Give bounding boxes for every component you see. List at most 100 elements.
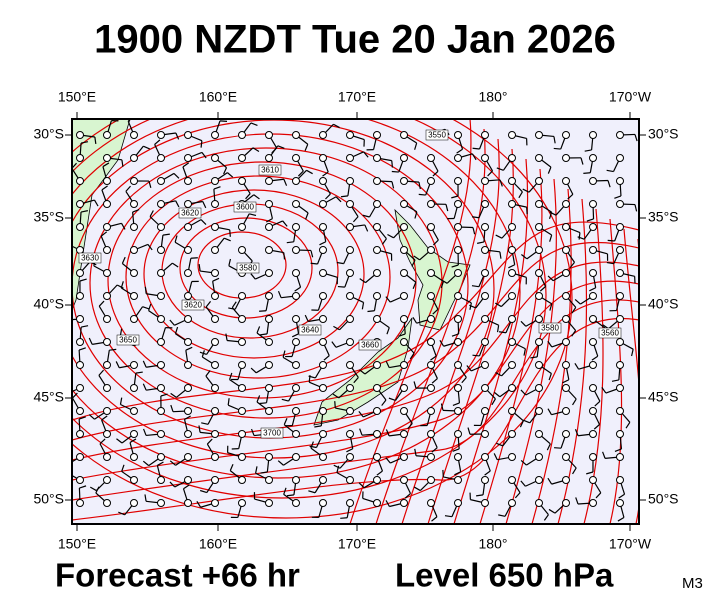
barb-feather [385, 429, 390, 437]
barb-station [211, 499, 219, 507]
contour-line [107, 161, 417, 399]
footer-forecast: Forecast +66 hr [55, 557, 300, 594]
barb-feather [584, 149, 592, 152]
barb-feather [499, 179, 503, 187]
contour-label-box [538, 322, 562, 334]
barb-station [265, 246, 273, 254]
contour-line [453, 158, 529, 524]
barb-station [184, 361, 192, 369]
barb-station [103, 292, 111, 300]
barb-station [184, 154, 192, 162]
barb-station [535, 154, 543, 162]
barb-station [346, 246, 354, 254]
barb-station [346, 131, 354, 139]
barb-feather [491, 398, 496, 406]
contour-line [72, 119, 521, 479]
barb-feather [476, 494, 484, 497]
barb-station [616, 453, 624, 461]
barb-feather [245, 193, 251, 200]
barb-station [319, 246, 327, 254]
barb-feather [346, 448, 353, 453]
barb-station [265, 407, 273, 415]
barb-station [616, 499, 624, 507]
contour-label-box [116, 334, 140, 346]
barb-station [130, 292, 138, 300]
barb-station [346, 430, 354, 438]
barb-station [319, 407, 327, 415]
barb-feather [250, 367, 257, 374]
barb-station [373, 476, 381, 484]
barb-station [238, 154, 246, 162]
barb-station [373, 246, 381, 254]
barb-station [346, 223, 354, 231]
barb-feather [80, 210, 89, 213]
barb-feather [358, 482, 365, 489]
barb-station [454, 361, 462, 369]
barb-station [238, 246, 246, 254]
barb-station [265, 223, 273, 231]
barb-station [508, 246, 516, 254]
contour-label: 3580 [239, 264, 257, 273]
contour-label: 3550 [428, 131, 446, 140]
barb-feather [407, 423, 413, 430]
barb-station [211, 154, 219, 162]
barb-feather [308, 375, 311, 383]
barb-station [265, 499, 273, 507]
barb-feather [115, 361, 120, 368]
barb-feather [253, 194, 260, 200]
barb-station [508, 499, 516, 507]
barb-feather [286, 241, 294, 244]
lat-label-left: 35°S [33, 209, 64, 225]
barb-station [238, 223, 246, 231]
barb-feather [282, 350, 286, 358]
barb-station [535, 177, 543, 185]
barb-feather [304, 314, 309, 322]
barb-feather [414, 142, 418, 150]
barb-feather [352, 216, 359, 223]
barb-feather [546, 443, 551, 451]
barb-station [76, 476, 84, 484]
barb-station [211, 292, 219, 300]
barb-station [211, 269, 219, 277]
barb-feather [66, 237, 67, 244]
barb-station [616, 269, 624, 277]
barb-feather [199, 489, 208, 494]
barb-feather [547, 477, 553, 485]
barb-station [76, 177, 84, 185]
barb-feather [571, 307, 577, 314]
contour-label: 3620 [184, 301, 202, 310]
barb-feather [142, 460, 150, 467]
barb-station [265, 384, 273, 392]
barb-feather [549, 303, 553, 311]
barb-station [103, 430, 111, 438]
barb-station [616, 361, 624, 369]
barb-feather [431, 447, 438, 453]
barb-station [400, 499, 408, 507]
barb-feather [337, 285, 345, 288]
barb-station [157, 177, 165, 185]
barb-feather [439, 339, 445, 347]
barb-station [157, 131, 165, 139]
barb-feather [121, 159, 124, 167]
barb-feather [223, 167, 228, 175]
contour-line [427, 148, 514, 524]
barb-station [157, 499, 165, 507]
barb-feather [631, 349, 634, 357]
barb-station [103, 476, 111, 484]
barb-station [508, 361, 516, 369]
barb-feather [359, 369, 366, 375]
barb-station [211, 338, 219, 346]
contour-label: 3650 [119, 336, 137, 345]
barb-station [481, 223, 489, 231]
barb-station [157, 200, 165, 208]
barb-feather [391, 170, 399, 173]
barb-station [292, 223, 300, 231]
barb-station [184, 315, 192, 323]
barb-feather [530, 356, 538, 359]
barb-station [616, 154, 624, 162]
lat-label-right: 50°S [648, 491, 679, 507]
barb-feather [78, 347, 86, 351]
barb-station [400, 177, 408, 185]
contour-line [72, 280, 639, 481]
